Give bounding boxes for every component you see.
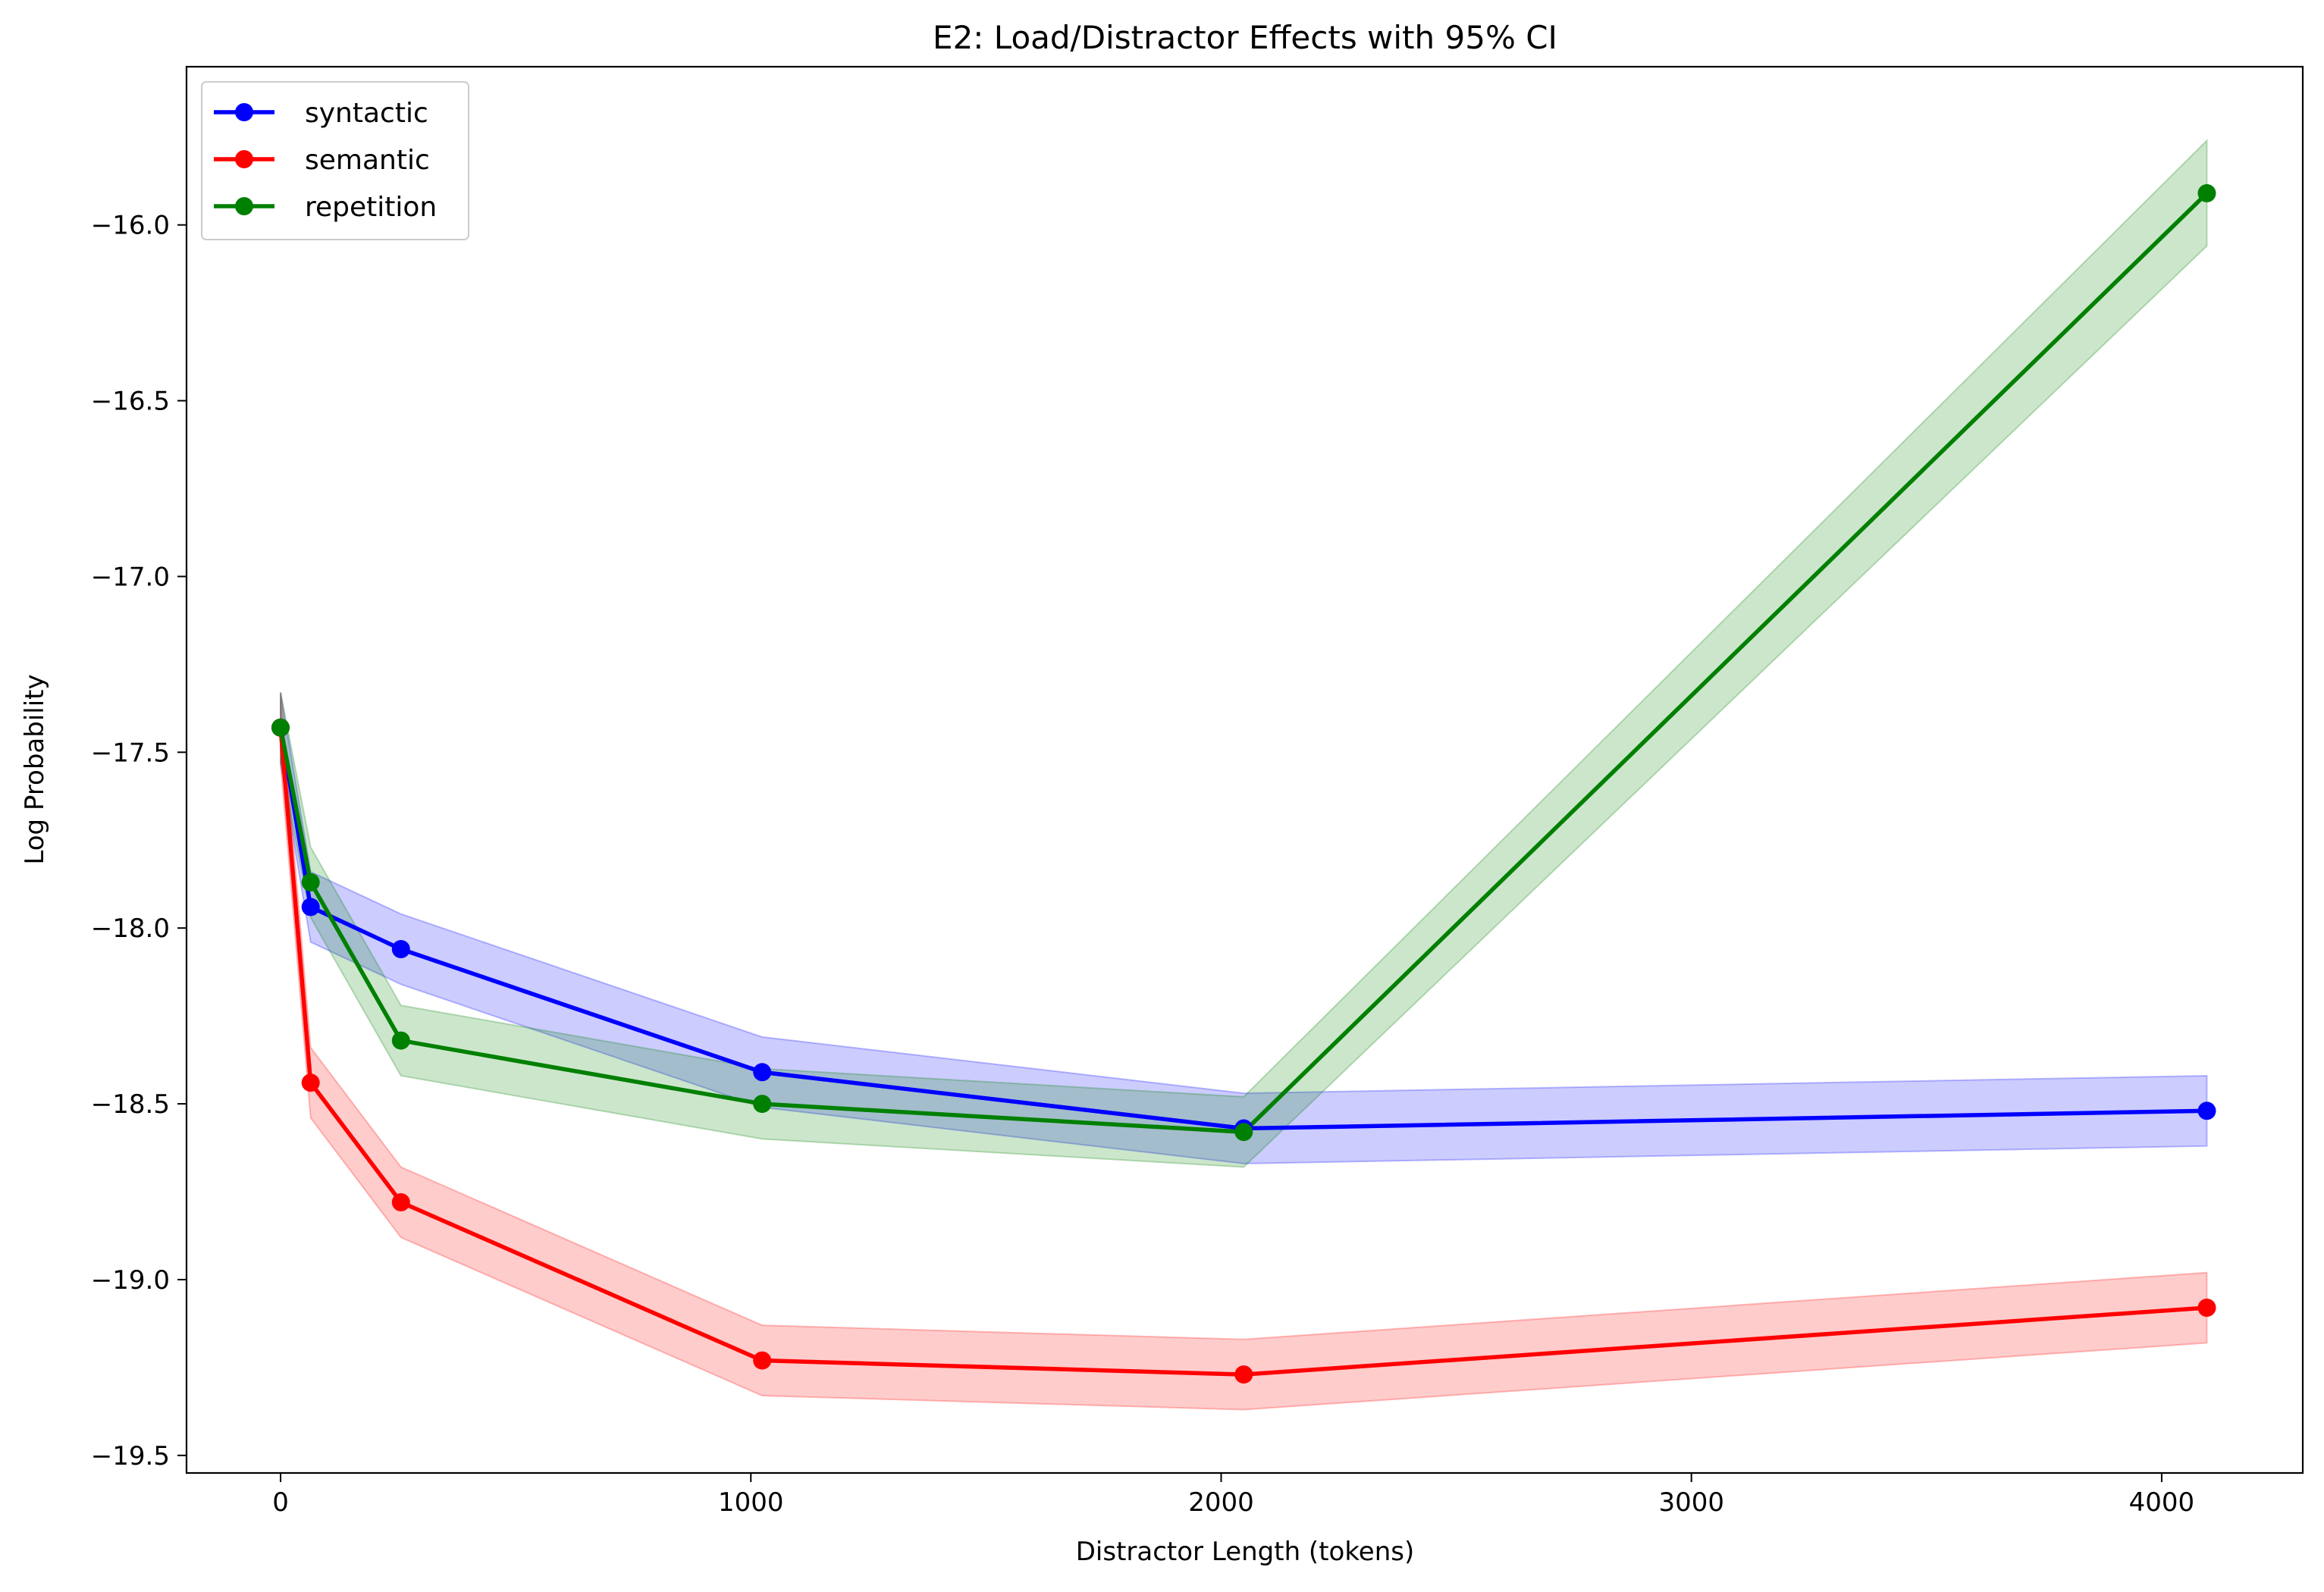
- repetition-point: [391, 1031, 410, 1050]
- repetition-point: [753, 1095, 772, 1114]
- plot-frame: [185, 65, 2304, 1474]
- syntactic-point: [301, 898, 320, 917]
- chart-title: E2: Load/Distractor Effects with 95% CI: [933, 19, 1557, 56]
- x-tick-label: 3000: [1658, 1487, 1724, 1518]
- x-tick-label: 1000: [718, 1487, 784, 1518]
- repetition-point: [2197, 183, 2216, 202]
- semantic-point: [391, 1192, 410, 1211]
- y-tick-label: −16.0: [91, 211, 170, 241]
- syntactic-legend-label: syntactic: [305, 98, 428, 129]
- semantic-point: [753, 1351, 772, 1370]
- confidence-bands: [280, 138, 2208, 1411]
- semantic-point: [301, 1073, 320, 1092]
- repetition-ci-band: [280, 138, 2208, 1168]
- semantic-legend-label: semantic: [305, 145, 430, 176]
- x-axis-ticks: 0 1000 2000 3000 4000: [272, 1473, 2194, 1518]
- semantic-line: [278, 725, 2210, 1377]
- semantic-ci-band: [280, 692, 2208, 1411]
- repetition-point: [1234, 1123, 1253, 1142]
- y-tick-label: −18.5: [91, 1089, 170, 1120]
- y-axis-ticks: −19.5 −19.0 −18.5 −18.0 −17.5 −17.0 −16.5 −16.0: [91, 211, 187, 1471]
- semantic-legend-marker: [235, 150, 253, 168]
- syntactic-point: [2197, 1102, 2216, 1120]
- x-tick-label: 4000: [2129, 1487, 2195, 1518]
- repetition-legend-marker: [235, 197, 253, 215]
- series-points: [271, 183, 2216, 1384]
- y-tick-label: −19.0: [91, 1265, 170, 1296]
- syntactic-ci-band: [280, 692, 2208, 1164]
- y-tick-label: −19.5: [91, 1441, 170, 1471]
- repetition-line: [278, 191, 2210, 1134]
- semantic-point: [1234, 1365, 1253, 1384]
- legend-items: syntactic semantic repetition: [214, 98, 437, 223]
- x-axis-label: Distractor Length (tokens): [1076, 1537, 1415, 1567]
- y-tick-label: −17.0: [91, 562, 170, 592]
- repetition-legend-label: repetition: [305, 192, 437, 223]
- y-axis-label: Log Probability: [20, 674, 50, 864]
- semantic-point: [2197, 1299, 2216, 1317]
- legend-frame: [201, 81, 469, 240]
- legend: syntactic semantic repetition: [201, 81, 469, 240]
- x-tick-label: 0: [272, 1487, 289, 1518]
- syntactic-point: [391, 940, 410, 958]
- y-tick-label: −18.0: [91, 914, 170, 944]
- y-tick-label: −17.5: [91, 738, 170, 768]
- repetition-point: [301, 873, 320, 892]
- syntactic-legend-marker: [235, 103, 253, 121]
- repetition-point: [271, 718, 290, 737]
- x-tick-label: 2000: [1188, 1487, 1254, 1518]
- syntactic-point: [753, 1063, 772, 1082]
- y-tick-label: −16.5: [91, 387, 170, 417]
